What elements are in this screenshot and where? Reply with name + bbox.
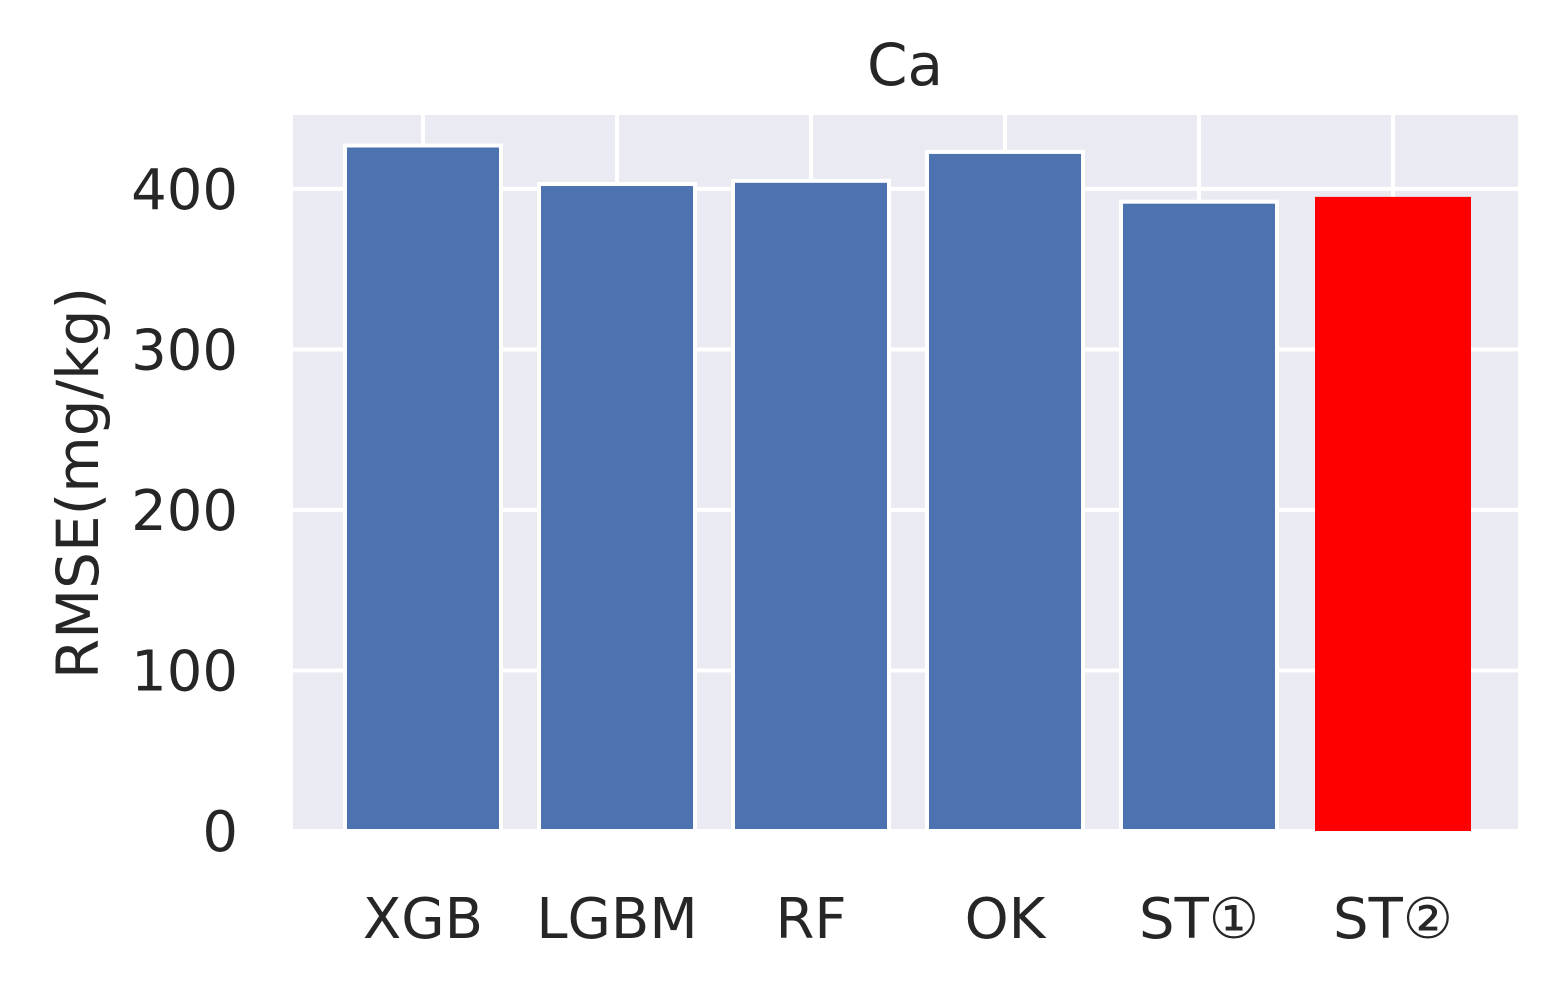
x-tick-label: ST①: [1139, 887, 1259, 952]
y-tick-label: 300: [131, 318, 238, 383]
bar-st①: [1119, 199, 1279, 833]
y-tick-label: 100: [131, 639, 238, 704]
chart-title: Ca: [867, 31, 943, 99]
x-tick-label: LGBM: [536, 887, 697, 952]
bar-ok: [925, 149, 1085, 833]
y-tick-labels: 0 100 200 300 400: [131, 158, 238, 865]
x-tick-label: ST②: [1333, 887, 1453, 952]
bars: [343, 143, 1471, 834]
x-tick-labels: XGB LGBM RF OK ST① ST②: [363, 887, 1453, 952]
x-tick-label: OK: [965, 887, 1047, 952]
y-axis-label: RMSE(mg/kg): [44, 287, 112, 679]
y-tick-label: 0: [202, 800, 238, 865]
bar-xgb: [343, 143, 503, 833]
x-tick-label: RF: [775, 887, 846, 952]
x-tick-label: XGB: [363, 887, 483, 952]
y-tick-label: 200: [131, 479, 238, 544]
bar-lgbm: [537, 182, 697, 834]
y-tick-label: 400: [131, 158, 238, 223]
bar-rf: [731, 178, 891, 834]
bar-st②: [1315, 196, 1471, 831]
